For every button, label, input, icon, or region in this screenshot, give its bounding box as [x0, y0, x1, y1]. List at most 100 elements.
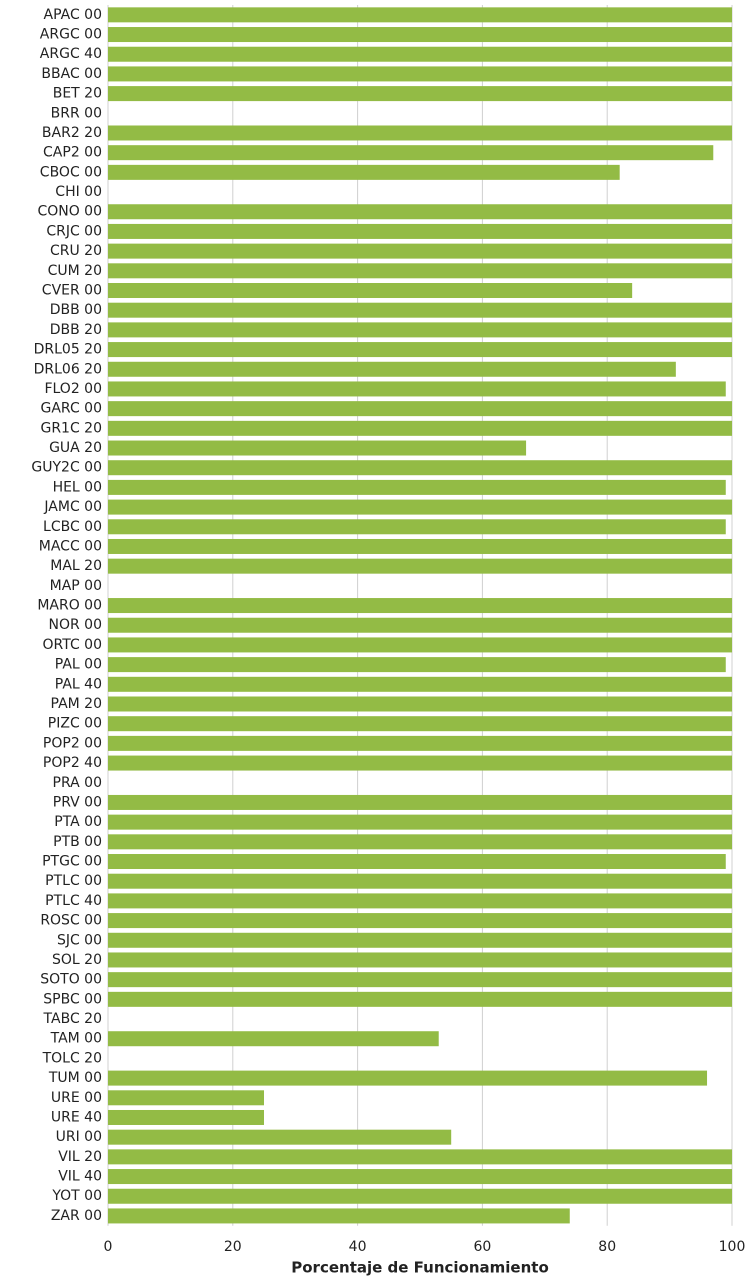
y-tick-label: LCBC 00	[43, 519, 102, 535]
y-tick-label: PTA 00	[54, 814, 102, 830]
y-tick-label: ROSC 00	[40, 913, 102, 929]
y-tick-label: GARC 00	[41, 401, 103, 417]
y-tick-label: CRJC 00	[46, 223, 102, 239]
y-tick-label: JAMC 00	[43, 499, 102, 515]
y-tick-label: BBAC 00	[41, 66, 102, 82]
y-tick-label: PIZC 00	[48, 716, 102, 732]
y-tick-label: CRU 20	[50, 243, 102, 259]
bar	[108, 1169, 732, 1185]
y-tick-label: DBB 00	[50, 302, 102, 318]
y-tick-label: POP2 40	[43, 755, 102, 771]
y-tick-label: DRL05 20	[34, 342, 102, 358]
y-tick-label: TAM 00	[50, 1031, 102, 1047]
y-tick-label: SOL 20	[52, 952, 102, 968]
y-tick-label: MARO 00	[37, 598, 102, 614]
y-tick-label: CVER 00	[42, 283, 102, 299]
y-tick-label: GR1C 20	[40, 420, 102, 436]
bar	[108, 538, 732, 554]
bar	[108, 637, 732, 653]
y-tick-label: PRA 00	[53, 775, 102, 791]
y-tick-label: TOLC 20	[42, 1050, 102, 1066]
y-tick-label: MAL 20	[50, 558, 102, 574]
bar	[108, 243, 732, 259]
y-tick-label: VIL 40	[58, 1169, 102, 1185]
y-tick-label: APAC 00	[44, 7, 103, 23]
bar	[108, 66, 732, 82]
x-tick-label: 20	[224, 1239, 242, 1255]
bar	[108, 361, 676, 377]
bar	[108, 952, 732, 968]
bar	[108, 86, 732, 102]
bar	[108, 657, 726, 673]
bar	[108, 1070, 708, 1086]
bar	[108, 1090, 264, 1106]
bar	[108, 519, 726, 535]
x-tick-label: 0	[104, 1239, 113, 1255]
y-tick-label: CUM 20	[48, 263, 102, 279]
y-tick-label: CBOC 00	[40, 164, 102, 180]
y-tick-label: POP2 00	[43, 735, 102, 751]
y-tick-label: PTB 00	[53, 834, 102, 850]
bar	[108, 854, 726, 870]
bar	[108, 145, 714, 161]
y-tick-label: SPBC 00	[43, 991, 102, 1007]
bar	[108, 598, 732, 614]
bar	[108, 755, 732, 771]
bar	[108, 302, 732, 318]
y-tick-label: PTLC 40	[45, 893, 102, 909]
y-tick-label: YOT 00	[51, 1188, 102, 1204]
y-tick-label: PAL 00	[55, 657, 102, 673]
bar	[108, 558, 732, 574]
bar	[108, 991, 732, 1007]
bar	[108, 27, 732, 43]
y-tick-label: PTLC 00	[45, 873, 102, 889]
bar	[108, 696, 732, 712]
bar	[108, 479, 726, 495]
x-axis-label: Porcentaje de Funcionamiento	[291, 1259, 549, 1277]
bar	[108, 873, 732, 889]
bar	[108, 322, 732, 338]
bar	[108, 46, 732, 62]
bar	[108, 440, 527, 456]
bar	[108, 1208, 570, 1224]
y-tick-label: URE 40	[51, 1109, 102, 1125]
bar	[108, 7, 732, 23]
y-tick-label: PTGC 00	[42, 854, 102, 870]
y-tick-label: MAP 00	[50, 578, 102, 594]
y-tick-label: HEL 00	[53, 479, 102, 495]
y-tick-label: MACC 00	[39, 538, 102, 554]
bar	[108, 401, 732, 417]
bar	[108, 893, 732, 909]
bar	[108, 932, 732, 948]
bar	[108, 913, 732, 929]
y-tick-label: PAM 20	[51, 696, 102, 712]
y-tick-label: URE 00	[51, 1090, 102, 1106]
bar	[108, 460, 732, 476]
bar	[108, 420, 732, 436]
bar	[108, 1129, 452, 1145]
bar	[108, 164, 620, 180]
bar	[108, 223, 732, 239]
bar	[108, 204, 732, 220]
bar	[108, 676, 732, 692]
y-tick-label: GUY2C 00	[31, 460, 102, 476]
y-tick-label: VIL 20	[58, 1149, 102, 1165]
y-tick-label: SOTO 00	[40, 972, 102, 988]
bar	[108, 125, 732, 141]
y-tick-label: NOR 00	[49, 617, 102, 633]
x-tick-label: 100	[719, 1239, 746, 1255]
y-tick-label: SJC 00	[57, 932, 102, 948]
bar	[108, 834, 732, 850]
y-tick-label: CONO 00	[37, 204, 102, 220]
bar	[108, 1188, 732, 1204]
y-tick-label: FLO2 00	[44, 381, 102, 397]
y-tick-label: BRR 00	[51, 105, 102, 121]
bar	[108, 342, 732, 358]
y-tick-label: TUM 00	[48, 1070, 102, 1086]
bar	[108, 381, 726, 397]
bar	[108, 283, 633, 299]
bar	[108, 1149, 732, 1165]
y-tick-label: PAL 40	[55, 676, 102, 692]
x-tick-label: 40	[349, 1239, 367, 1255]
bar	[108, 1109, 264, 1125]
